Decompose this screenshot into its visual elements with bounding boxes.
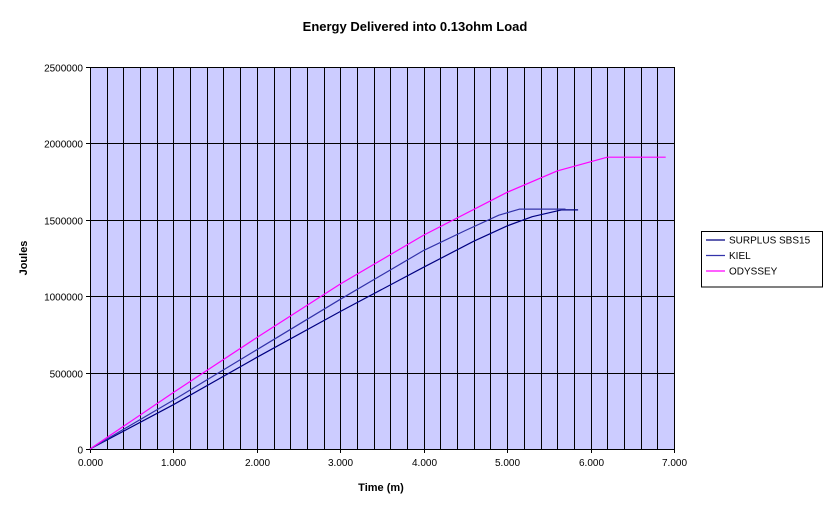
x-tick-label: 3.000 (328, 458, 353, 469)
y-tick-label: 0 (77, 446, 83, 457)
legend: SURPLUS SBS15 KIEL ODYSSEY (701, 231, 823, 288)
x-tick-label: 6.000 (579, 458, 604, 469)
x-tick-label: 2.000 (245, 458, 270, 469)
plot-background (90, 67, 674, 449)
y-axis-label: Joules (18, 241, 30, 276)
legend-label-kiel: KIEL (729, 251, 751, 262)
x-tick-label: 7.000 (662, 458, 687, 469)
plot-area: 0 500000 1000000 1500000 2000000 2500000 0.000… (44, 64, 687, 470)
x-tick-label: 4.000 (412, 458, 437, 469)
x-tick-label: 5.000 (495, 458, 520, 469)
chart-title: Energy Delivered into 0.13ohm Load (303, 19, 528, 34)
plot-border (90, 67, 675, 450)
y-tick-label: 2500000 (44, 64, 83, 75)
legend-label-surplus-sbs15: SURPLUS SBS15 (729, 236, 811, 247)
x-tick-label: 0.000 (78, 458, 103, 469)
y-tick-label: 2000000 (44, 140, 83, 151)
legend-label-odyssey: ODYSSEY (729, 267, 778, 278)
y-tick-label: 1000000 (44, 293, 83, 304)
x-tick-label: 1.000 (161, 458, 186, 469)
y-tick-label: 500000 (50, 370, 84, 381)
x-axis-label: Time (m) (358, 482, 404, 494)
series-line-odyssey (89, 156, 666, 450)
y-tick-label: 1500000 (44, 217, 83, 228)
series-line-kiel (89, 208, 566, 450)
legend-box (701, 231, 823, 288)
series-line-surplus-sbs15 (89, 209, 579, 450)
